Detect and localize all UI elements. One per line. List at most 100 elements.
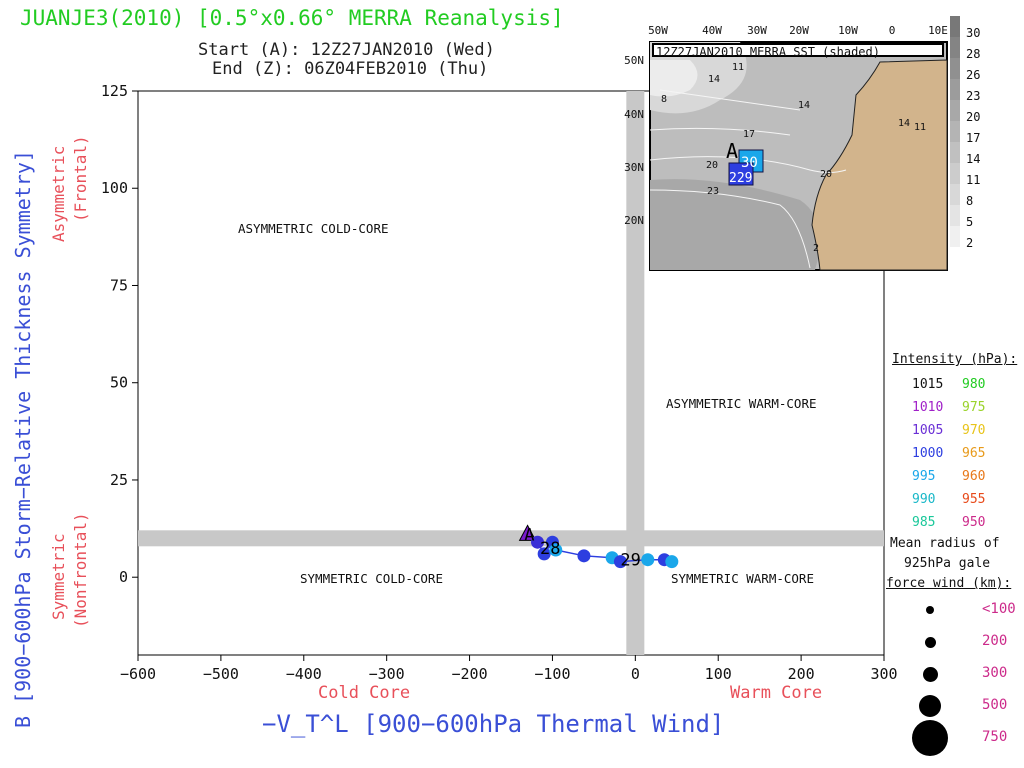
- intensity-title: Intensity (hPa):: [892, 352, 1018, 367]
- radius-dot: [919, 695, 941, 717]
- contour-lines: [649, 89, 847, 269]
- intensity-value: 1000: [912, 446, 944, 461]
- contour-label: 17: [743, 129, 755, 140]
- colorbar-label: 28: [966, 47, 980, 61]
- x-tick-label: 100: [705, 665, 732, 683]
- land-mass: [811, 59, 948, 271]
- track-point: [665, 555, 679, 569]
- colorbar-label: 23: [966, 89, 980, 103]
- start-time: Start (A): 12Z27JAN2010 (Wed): [198, 40, 495, 60]
- colorbar-label: 8: [966, 194, 973, 208]
- intensity-row: 1015 980: [884, 377, 1024, 397]
- y-tick-label: 125: [101, 82, 128, 100]
- colorbar-cell: [950, 79, 960, 100]
- intensity-value: 1010: [912, 400, 944, 415]
- y-sublabel-top-2: (Frontal): [71, 135, 90, 222]
- x-tick-label: 300: [870, 665, 897, 683]
- sst-shading-warm: [650, 179, 820, 270]
- intensity-row: 995 960: [884, 469, 1024, 489]
- radius-title-3: force wind (km):: [886, 576, 1012, 591]
- colorbar-label: 20: [966, 110, 980, 124]
- quad-bottom-left: SYMMETRIC COLD-CORE: [300, 571, 443, 586]
- inset-track-label: 229: [729, 171, 752, 186]
- radius-label: <100: [982, 601, 1016, 617]
- inset-labels: 50W 40W 30W 20W 10W 0 10E 50N 40N 30N 20N 11 14 8 14 17…: [624, 24, 948, 254]
- sst-colorbar: 30 28 26 23 20 17 14 11 8 5 2: [950, 16, 980, 250]
- inset-map: 50W 40W 30W 20W 10W 0 10E 50N 40N 30N 20N 11 14 8 14 17…: [624, 24, 948, 271]
- contour-label: 11: [732, 62, 744, 73]
- colorbar-label: 2: [966, 236, 973, 250]
- inset-title: 12Z27JAN2010 MERRA SST (shaded): [652, 43, 944, 59]
- quad-bottom-right: SYMMETRIC WARM-CORE: [671, 571, 814, 586]
- intensity-value: 955: [962, 492, 986, 507]
- intensity-value: 960: [962, 469, 986, 484]
- radius-dot: [922, 666, 938, 682]
- intensity-value: 1015: [912, 377, 944, 392]
- colorbar-cell: [950, 58, 960, 79]
- radius-title-1: Mean radius of: [890, 536, 1000, 551]
- y-tick-label: 25: [110, 471, 128, 489]
- lat-label: 30N: [624, 161, 644, 174]
- axis-ticks: −600 −500 −400 −300 −200 −100 0 100 200 300 0 25 50 7…: [101, 82, 898, 683]
- radius-label: 500: [982, 697, 1008, 713]
- lon-label: 30W: [747, 24, 767, 37]
- radius-dot: [926, 606, 934, 614]
- intensity-value: 980: [962, 377, 986, 392]
- radius-label: 300: [982, 665, 1008, 681]
- radius-dot: [924, 636, 936, 648]
- y-axis-title: B [900−600hPa Storm−Relative Thickness S…: [11, 150, 35, 728]
- x-sublabel-cold: Cold Core: [318, 683, 410, 703]
- x-tick-label: −400: [286, 665, 322, 683]
- track-point: [613, 555, 627, 569]
- radius-dot: [912, 720, 948, 756]
- colorbar-cell: [950, 142, 960, 163]
- x-zero-band: [626, 91, 645, 655]
- contour-label: 2: [813, 243, 819, 254]
- y-ten-band: [138, 530, 884, 547]
- track-annotation: 28: [540, 539, 560, 559]
- quad-top-left: ASYMMETRIC COLD-CORE: [238, 221, 389, 236]
- colorbar-label: 17: [966, 131, 980, 145]
- track-point: [537, 547, 551, 561]
- contour-label: 14: [798, 100, 810, 111]
- track-point: [531, 535, 545, 549]
- colorbar-label: 30: [966, 26, 980, 40]
- radius-label: 200: [982, 633, 1008, 649]
- radius-title-2: 925hPa gale: [904, 556, 991, 571]
- lon-label: 40W: [702, 24, 722, 37]
- inset-track-label: 30: [741, 155, 758, 171]
- y-tick-label: 75: [110, 276, 128, 294]
- colorbar-cell: [950, 205, 960, 226]
- colorbar-cell: [950, 226, 960, 247]
- contour-label: 8: [661, 94, 667, 105]
- intensity-value: 970: [962, 423, 986, 438]
- intensity-row: 1010 975: [884, 400, 1024, 420]
- colorbar-label: 14: [966, 152, 980, 166]
- x-tick-label: 200: [788, 665, 815, 683]
- track-point: [641, 553, 655, 567]
- colorbar-cell: [950, 16, 960, 37]
- lon-label: 50W: [648, 24, 668, 37]
- x-tick-label: −100: [534, 665, 570, 683]
- intensity-value: 950: [962, 515, 986, 530]
- y-sublabel-bottom-1: Symmetric: [49, 533, 68, 620]
- contour-label: 20: [820, 169, 832, 180]
- lat-label: 20N: [624, 214, 644, 227]
- colorbar-label: 26: [966, 68, 980, 82]
- track-annotation: A: [524, 525, 534, 545]
- colorbar-cell: [950, 37, 960, 58]
- lat-label: 40N: [624, 108, 644, 121]
- contour-label: 14: [898, 118, 910, 129]
- track-start-triangle: [518, 524, 537, 541]
- x-axis-title: −V_T^L [900−600hPa Thermal Wind]: [262, 710, 724, 738]
- quad-top-right: ASYMMETRIC WARM-CORE: [666, 396, 817, 411]
- colorbar-cell: [950, 100, 960, 121]
- intensity-value: 975: [962, 400, 986, 415]
- colorbar-cell: [950, 184, 960, 205]
- sst-shading-cold: [650, 60, 698, 97]
- y-tick-label: 50: [110, 374, 128, 392]
- intensity-value: 990: [912, 492, 936, 507]
- x-tick-label: −300: [369, 665, 405, 683]
- track-point: [549, 543, 563, 557]
